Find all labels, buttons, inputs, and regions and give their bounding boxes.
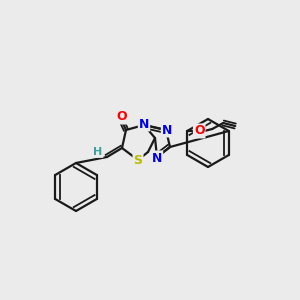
Text: N: N [152,152,162,164]
Text: S: S [134,154,142,166]
Text: O: O [194,124,205,137]
Text: N: N [162,124,172,136]
Text: O: O [117,110,127,124]
Text: N: N [139,118,149,130]
Text: H: H [93,147,103,157]
